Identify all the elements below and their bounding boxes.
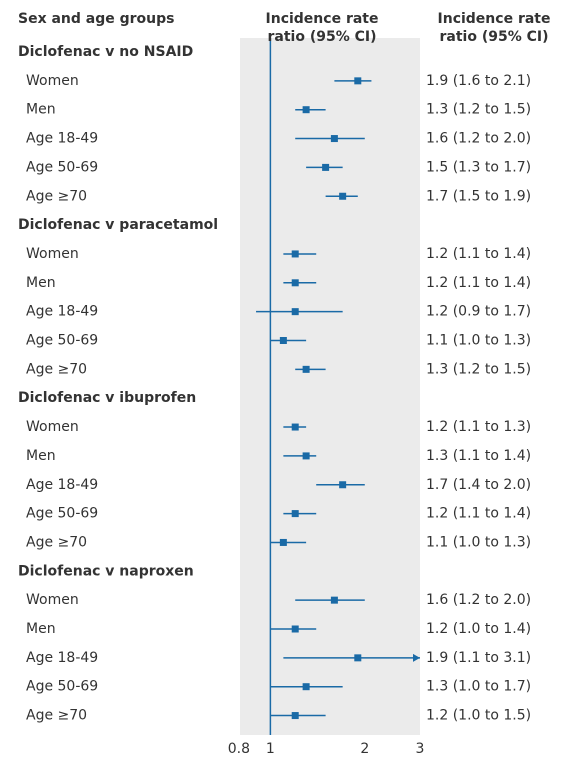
point-estimate [279,337,287,344]
column-header: Sex and age groups [18,11,175,27]
point-estimate [339,481,347,489]
value-label: 1.2 (1.1 to 1.4) [426,275,531,291]
row-label: Men [26,621,56,637]
column-header: Incidence rate ratio (95% CI) [265,11,379,45]
value-label: 1.7 (1.4 to 2.0) [426,477,531,493]
ci-arrow [413,653,420,662]
point-estimate [302,106,310,114]
point-estimate [291,279,299,287]
point-estimate [302,683,310,691]
row-label: Men [26,275,56,291]
row-label: Men [26,448,56,464]
value-label: 1.7 (1.5 to 1.9) [426,188,531,204]
point-estimate [291,250,299,258]
value-label: 1.6 (1.2 to 2.0) [426,131,531,147]
point-estimate [339,192,347,200]
value-label: 1.2 (1.0 to 1.5) [426,708,531,724]
x-tick-label: 2 [360,741,369,757]
point-estimate [291,625,299,633]
value-label: 1.3 (1.0 to 1.7) [426,679,531,695]
x-tick-label: 1 [266,741,275,757]
point-estimate [354,77,362,85]
value-label: 1.2 (1.1 to 1.3) [426,419,531,435]
point-estimate [330,135,338,143]
point-estimate [330,596,338,604]
row-label: Age 18-49 [26,131,98,147]
row-label: Women [26,73,79,89]
value-label: 1.2 (1.1 to 1.4) [426,246,531,262]
row-label: Age 50-69 [26,679,98,695]
point-estimate [291,712,299,720]
group-label: Diclofenac v no NSAID [18,44,193,60]
row-label: Age 50-69 [26,159,98,175]
point-estimate [291,308,299,316]
row-label: Age 18-49 [26,304,98,320]
value-label: 1.3 (1.1 to 1.4) [426,448,531,464]
row-label: Age ≥70 [26,708,87,724]
row-label: Age ≥70 [26,361,87,377]
value-label: 1.1 (1.0 to 1.3) [426,333,531,349]
point-estimate [291,423,299,431]
x-tick-label: 3 [416,741,425,757]
plot-panel [240,38,420,735]
row-label: Age 50-69 [26,333,98,349]
point-estimate [291,510,299,518]
value-label: 1.2 (1.1 to 1.4) [426,506,531,522]
row-label: Age ≥70 [26,534,87,550]
row-label: Women [26,419,79,435]
row-label: Age 18-49 [26,477,98,493]
group-label: Diclofenac v ibuprofen [18,390,196,406]
point-estimate [354,654,362,662]
row-label: Age 50-69 [26,506,98,522]
point-estimate [279,538,287,546]
value-label: 1.3 (1.2 to 1.5) [426,102,531,118]
column-header: Incidence rate ratio (95% CI) [437,11,551,45]
value-label: 1.9 (1.6 to 2.1) [426,73,531,89]
value-label: 1.2 (0.9 to 1.7) [426,304,531,320]
row-label: Women [26,246,79,262]
group-label: Diclofenac v naproxen [18,563,194,579]
value-label: 1.3 (1.2 to 1.5) [426,361,531,377]
row-label: Men [26,102,56,118]
value-label: 1.9 (1.1 to 3.1) [426,650,531,666]
value-label: 1.6 (1.2 to 2.0) [426,592,531,608]
row-label: Age ≥70 [26,188,87,204]
value-label: 1.1 (1.0 to 1.3) [426,534,531,550]
x-tick-label: 0.8 [228,741,250,757]
point-estimate [302,452,310,460]
value-label: 1.5 (1.3 to 1.7) [426,159,531,175]
group-label: Diclofenac v paracetamol [18,217,218,233]
value-label: 1.2 (1.0 to 1.4) [426,621,531,637]
point-estimate [302,365,310,373]
point-estimate [322,163,330,171]
row-label: Age 18-49 [26,650,98,666]
row-label: Women [26,592,79,608]
